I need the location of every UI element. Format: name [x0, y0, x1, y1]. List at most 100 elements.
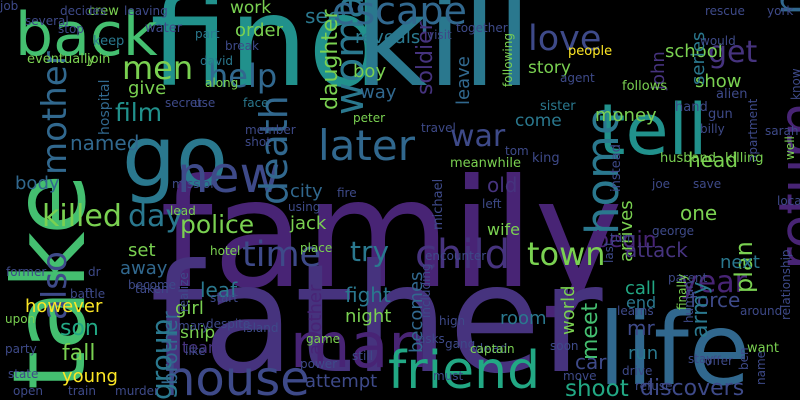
cloud-word: tell	[598, 89, 708, 171]
cloud-word: order	[235, 20, 283, 41]
cloud-word: force	[690, 288, 741, 312]
cloud-word: drive	[622, 364, 653, 378]
cloud-word: dr	[88, 265, 101, 279]
cloud-word: offer	[705, 354, 733, 368]
cloud-word: friend	[388, 341, 541, 400]
cloud-word: girl	[175, 298, 204, 319]
cloud-word: member	[245, 123, 296, 137]
cloud-word: hospital	[97, 79, 113, 135]
cloud-word: mission	[172, 177, 218, 191]
cloud-word: attack	[625, 238, 688, 262]
cloud-word: fire	[337, 186, 357, 200]
cloud-word: get	[708, 35, 758, 70]
cloud-word: taken	[135, 282, 169, 296]
cloud-word: back	[15, 0, 158, 70]
cloud-word: stop	[58, 22, 84, 36]
cloud-word: film	[115, 98, 163, 127]
cloud-word: car	[575, 350, 607, 374]
cloud-word: name	[754, 350, 768, 385]
cloud-word: save	[693, 177, 722, 191]
cloud-word: power	[300, 357, 338, 371]
cloud-word: old	[487, 173, 518, 197]
cloud-word: local	[777, 194, 800, 208]
cloud-word: come	[515, 111, 562, 131]
cloud-word: eventually	[27, 52, 96, 67]
cloud-word: game	[306, 332, 341, 346]
cloud-word: agent	[560, 71, 595, 85]
cloud-word: murder	[115, 384, 159, 398]
cloud-word: attempt	[305, 371, 378, 392]
cloud-word: house	[165, 351, 310, 400]
cloud-word: would	[700, 34, 736, 48]
cloud-word: last	[602, 241, 616, 263]
cloud-word: michael	[431, 178, 446, 230]
cloud-word: killing	[725, 151, 764, 166]
cloud-word: travel	[421, 121, 456, 135]
cloud-word: reveals	[355, 27, 421, 48]
cloud-word: must	[433, 369, 464, 383]
cloud-word: set	[128, 240, 156, 261]
cloud-word: despite	[206, 317, 251, 331]
cloud-word: turn	[610, 231, 635, 245]
cloud-word: king	[532, 151, 560, 166]
cloud-word: become	[128, 278, 177, 292]
cloud-word: join	[87, 52, 111, 67]
cloud-word: several	[25, 14, 69, 28]
cloud-word: use	[194, 96, 216, 110]
cloud-word: part	[195, 27, 220, 41]
cloud-word: kill	[355, 0, 532, 115]
cloud-word: york	[767, 4, 794, 18]
cloud-word: work	[230, 0, 272, 18]
cloud-word: police	[180, 210, 255, 239]
cloud-word: crew	[88, 4, 119, 19]
cloud-word: hotel	[210, 244, 241, 258]
cloud-word: keep	[93, 34, 125, 49]
cloud-word: way	[360, 82, 397, 103]
cloud-word: george	[652, 224, 695, 238]
cloud-word: call	[625, 278, 656, 299]
cloud-word: gang	[445, 337, 476, 351]
cloud-word: following	[501, 33, 515, 87]
cloud-word: war	[450, 119, 506, 154]
cloud-word: wife	[487, 220, 521, 239]
cloud-word: fight	[345, 283, 391, 307]
cloud-word: year	[680, 265, 747, 300]
cloud-word: lead	[170, 204, 196, 218]
cloud-word: place	[300, 241, 333, 255]
cloud-word: show	[695, 71, 742, 92]
cloud-word: including	[419, 263, 433, 318]
cloud-word: along	[205, 76, 239, 90]
cloud-word: people	[568, 44, 613, 59]
cloud-word: around	[740, 304, 783, 318]
cloud-word: father	[150, 233, 603, 400]
cloud-word: gun	[708, 107, 733, 122]
cloud-word: former	[6, 265, 47, 279]
cloud-word: later	[318, 121, 415, 170]
cloud-word: town	[527, 235, 606, 273]
cloud-word: high	[439, 314, 466, 328]
cloud-word: named	[70, 131, 140, 155]
cloud-word: night	[345, 306, 392, 327]
cloud-word: team	[182, 338, 224, 357]
cloud-word: hand	[675, 100, 708, 115]
cloud-word: secret	[165, 96, 202, 110]
cloud-word: world	[558, 285, 579, 335]
cloud-word: day	[128, 199, 184, 234]
cloud-word: human	[682, 281, 696, 323]
cloud-word: learns	[617, 304, 654, 318]
cloud-word: start	[210, 291, 238, 305]
cloud-word: away	[120, 258, 168, 279]
cloud-word: young	[62, 366, 118, 387]
cloud-word: using	[288, 200, 321, 214]
cloud-word: leave	[453, 56, 474, 105]
cloud-word: open	[13, 384, 43, 398]
cloud-word: mother	[35, 51, 75, 175]
cloud-word: peter	[353, 111, 386, 125]
cloud-word: daughter	[318, 9, 343, 110]
cloud-word: billy	[700, 122, 725, 136]
cloud-word: instead	[609, 144, 624, 192]
cloud-word: like	[185, 344, 206, 358]
cloud-word: realize	[177, 272, 191, 312]
cloud-word: money	[595, 105, 657, 126]
